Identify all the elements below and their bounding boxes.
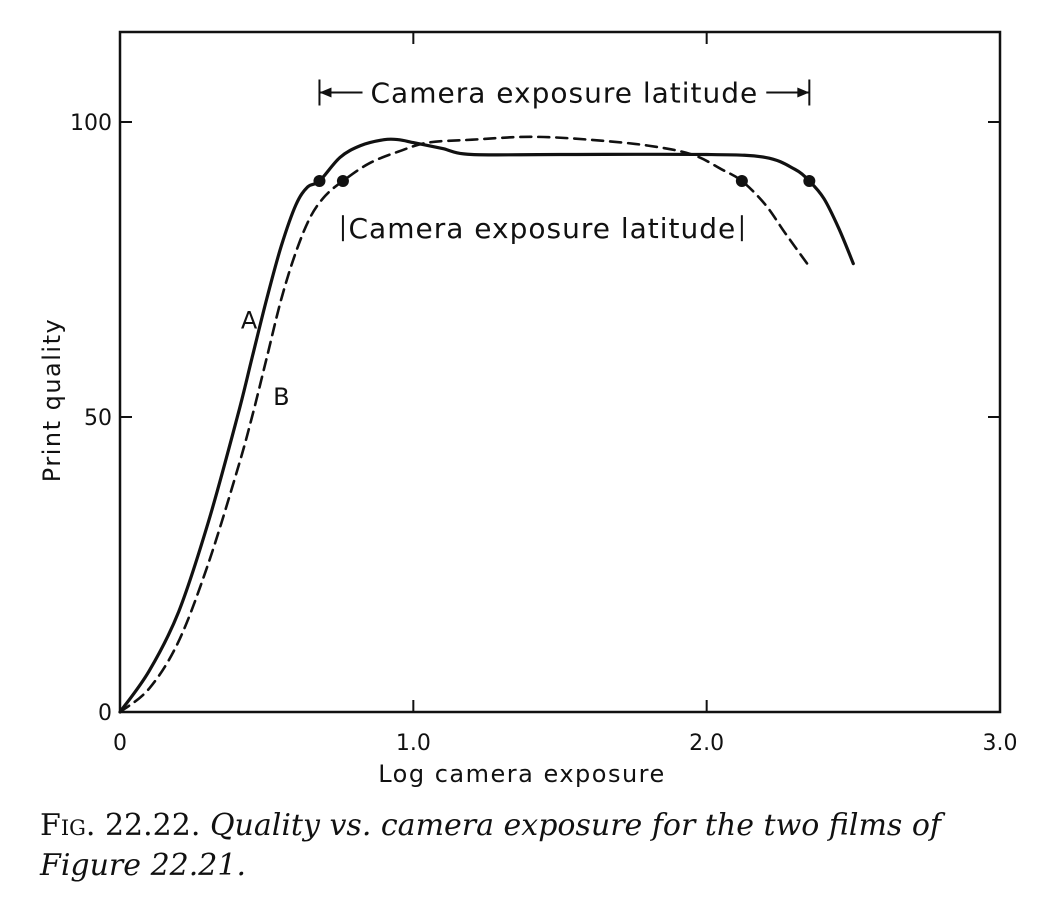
latitude-annotation: Camera exposure latitude (318, 77, 811, 110)
x-tick-label: 1.0 (396, 731, 431, 756)
latitude-annotation-text: Camera exposure latitude (349, 212, 737, 245)
latitude-annotation-text: Camera exposure latitude (371, 77, 759, 110)
latitude-marker-b (735, 175, 748, 187)
series-line-a (118, 137, 855, 714)
latitude-marker-a (313, 175, 326, 187)
x-axis-label: Log camera exposure (378, 760, 666, 788)
series-line-b (118, 135, 811, 714)
series-layer (118, 135, 855, 714)
x-tick-label: 3.0 (983, 731, 1018, 756)
y-axis-label: Print quality (38, 318, 66, 482)
x-tick-label: 2.0 (689, 731, 724, 756)
x-tick-label: 0 (113, 731, 127, 756)
curve-label-b: B (273, 383, 289, 411)
y-tick-label: 0 (98, 701, 112, 726)
latitude-marker-a (803, 175, 816, 187)
latitude-marker-b (336, 175, 349, 187)
marker-layer (313, 175, 816, 187)
arrowhead-right (797, 87, 810, 98)
arrowhead-left (319, 87, 332, 98)
caption-label: Fig. 22.22. (40, 808, 201, 843)
annotation-layer: Camera exposure latitude Camera exposure … (318, 77, 811, 245)
latitude-annotation: Camera exposure latitude (341, 212, 743, 245)
y-tick-label: 100 (70, 111, 112, 136)
figure-caption: Fig. 22.22. Quality vs. camera exposure … (40, 806, 1040, 886)
caption-text: Quality vs. camera exposure for the two … (40, 808, 942, 883)
curve-label-layer: AB (241, 307, 290, 412)
curve-label-a: A (241, 307, 258, 335)
y-tick-label: 50 (84, 406, 112, 431)
print-quality-chart: 0 1.0 2.0 3.0 0 50 100 Camera exposure latitud… (38, 30, 1018, 788)
axis-ticks: 0 1.0 2.0 3.0 0 50 100 (70, 32, 1018, 756)
plot-frame (118, 30, 1002, 714)
